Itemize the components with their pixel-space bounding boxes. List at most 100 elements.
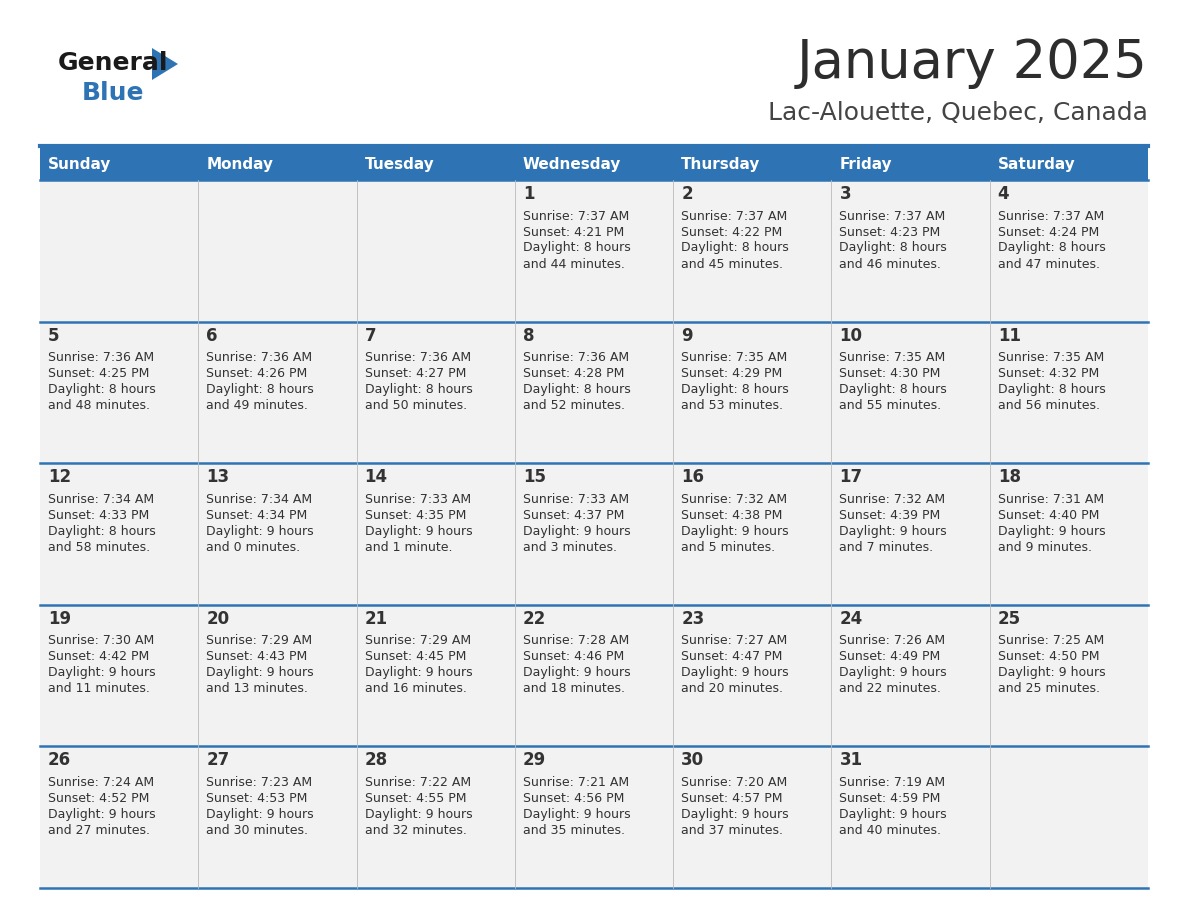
- Bar: [514, 605, 674, 746]
- Text: Daylight: 8 hours: Daylight: 8 hours: [523, 383, 631, 396]
- Text: Daylight: 8 hours: Daylight: 8 hours: [681, 241, 789, 254]
- Bar: [674, 746, 832, 888]
- Text: Sunset: 4:37 PM: Sunset: 4:37 PM: [523, 509, 624, 521]
- Bar: [514, 148, 674, 180]
- Text: Daylight: 9 hours: Daylight: 9 hours: [48, 666, 156, 679]
- Text: 8: 8: [523, 327, 535, 344]
- Bar: [674, 605, 832, 746]
- Bar: [356, 180, 514, 321]
- Text: Daylight: 9 hours: Daylight: 9 hours: [840, 525, 947, 538]
- Text: 23: 23: [681, 610, 704, 628]
- Bar: [198, 746, 356, 888]
- Text: Thursday: Thursday: [681, 156, 760, 172]
- Text: Sunset: 4:27 PM: Sunset: 4:27 PM: [365, 367, 466, 380]
- Text: January 2025: January 2025: [797, 37, 1148, 89]
- Text: and 18 minutes.: and 18 minutes.: [523, 682, 625, 695]
- Text: 1: 1: [523, 185, 535, 203]
- Text: Sunrise: 7:20 AM: Sunrise: 7:20 AM: [681, 776, 788, 789]
- Bar: [40, 746, 198, 888]
- Text: Daylight: 8 hours: Daylight: 8 hours: [840, 241, 947, 254]
- Text: 10: 10: [840, 327, 862, 344]
- Bar: [514, 321, 674, 464]
- Text: 25: 25: [998, 610, 1020, 628]
- Text: Sunrise: 7:23 AM: Sunrise: 7:23 AM: [207, 776, 312, 789]
- Text: Daylight: 8 hours: Daylight: 8 hours: [998, 383, 1106, 396]
- Text: Sunrise: 7:31 AM: Sunrise: 7:31 AM: [998, 493, 1104, 506]
- Text: Daylight: 9 hours: Daylight: 9 hours: [681, 525, 789, 538]
- Text: Sunrise: 7:22 AM: Sunrise: 7:22 AM: [365, 776, 470, 789]
- Text: Daylight: 9 hours: Daylight: 9 hours: [681, 666, 789, 679]
- Text: Sunset: 4:52 PM: Sunset: 4:52 PM: [48, 792, 150, 805]
- Text: and 40 minutes.: and 40 minutes.: [840, 823, 941, 837]
- Text: Daylight: 8 hours: Daylight: 8 hours: [48, 525, 156, 538]
- Text: and 0 minutes.: and 0 minutes.: [207, 541, 301, 554]
- Text: Daylight: 9 hours: Daylight: 9 hours: [523, 525, 631, 538]
- Bar: [198, 148, 356, 180]
- Text: Sunset: 4:56 PM: Sunset: 4:56 PM: [523, 792, 624, 805]
- Text: 31: 31: [840, 752, 862, 769]
- Text: Sunrise: 7:25 AM: Sunrise: 7:25 AM: [998, 634, 1104, 647]
- Text: Sunset: 4:40 PM: Sunset: 4:40 PM: [998, 509, 1099, 521]
- Text: Daylight: 9 hours: Daylight: 9 hours: [365, 666, 472, 679]
- Text: Daylight: 9 hours: Daylight: 9 hours: [840, 666, 947, 679]
- Text: 13: 13: [207, 468, 229, 487]
- Bar: [40, 321, 198, 464]
- Bar: [832, 464, 990, 605]
- Text: 18: 18: [998, 468, 1020, 487]
- Text: Sunrise: 7:29 AM: Sunrise: 7:29 AM: [365, 634, 470, 647]
- Text: 19: 19: [48, 610, 71, 628]
- Text: Daylight: 8 hours: Daylight: 8 hours: [840, 383, 947, 396]
- Text: Daylight: 9 hours: Daylight: 9 hours: [840, 808, 947, 821]
- Text: 30: 30: [681, 752, 704, 769]
- Text: Sunset: 4:24 PM: Sunset: 4:24 PM: [998, 226, 1099, 239]
- Text: Sunrise: 7:32 AM: Sunrise: 7:32 AM: [840, 493, 946, 506]
- Text: Sunset: 4:33 PM: Sunset: 4:33 PM: [48, 509, 150, 521]
- Text: Sunrise: 7:36 AM: Sunrise: 7:36 AM: [365, 351, 470, 364]
- Text: Daylight: 8 hours: Daylight: 8 hours: [365, 383, 473, 396]
- Bar: [40, 180, 198, 321]
- Bar: [990, 464, 1148, 605]
- Text: Tuesday: Tuesday: [365, 156, 435, 172]
- Text: Sunset: 4:35 PM: Sunset: 4:35 PM: [365, 509, 466, 521]
- Text: 5: 5: [48, 327, 59, 344]
- Text: and 47 minutes.: and 47 minutes.: [998, 258, 1100, 271]
- Text: 4: 4: [998, 185, 1010, 203]
- Text: and 32 minutes.: and 32 minutes.: [365, 823, 467, 837]
- Text: Daylight: 9 hours: Daylight: 9 hours: [998, 666, 1105, 679]
- Bar: [356, 746, 514, 888]
- Text: 27: 27: [207, 752, 229, 769]
- Text: and 45 minutes.: and 45 minutes.: [681, 258, 783, 271]
- Text: Daylight: 8 hours: Daylight: 8 hours: [523, 241, 631, 254]
- Bar: [198, 321, 356, 464]
- Text: 11: 11: [998, 327, 1020, 344]
- Text: and 20 minutes.: and 20 minutes.: [681, 682, 783, 695]
- Text: 2: 2: [681, 185, 693, 203]
- Text: and 58 minutes.: and 58 minutes.: [48, 541, 150, 554]
- Bar: [674, 321, 832, 464]
- Bar: [674, 180, 832, 321]
- Text: Monday: Monday: [207, 156, 273, 172]
- Bar: [832, 180, 990, 321]
- Text: Sunrise: 7:33 AM: Sunrise: 7:33 AM: [365, 493, 470, 506]
- Text: Sunset: 4:39 PM: Sunset: 4:39 PM: [840, 509, 941, 521]
- Text: Sunrise: 7:33 AM: Sunrise: 7:33 AM: [523, 493, 628, 506]
- Text: 16: 16: [681, 468, 704, 487]
- Text: Sunrise: 7:28 AM: Sunrise: 7:28 AM: [523, 634, 630, 647]
- Text: Sunset: 4:47 PM: Sunset: 4:47 PM: [681, 650, 783, 664]
- Text: Sunrise: 7:36 AM: Sunrise: 7:36 AM: [523, 351, 628, 364]
- Text: Sunrise: 7:34 AM: Sunrise: 7:34 AM: [48, 493, 154, 506]
- Text: General: General: [58, 51, 169, 75]
- Text: and 3 minutes.: and 3 minutes.: [523, 541, 617, 554]
- Text: 12: 12: [48, 468, 71, 487]
- Text: Daylight: 9 hours: Daylight: 9 hours: [523, 666, 631, 679]
- Bar: [832, 321, 990, 464]
- Text: 6: 6: [207, 327, 217, 344]
- Text: and 27 minutes.: and 27 minutes.: [48, 823, 150, 837]
- Text: Daylight: 9 hours: Daylight: 9 hours: [523, 808, 631, 821]
- Text: Sunset: 4:32 PM: Sunset: 4:32 PM: [998, 367, 1099, 380]
- Text: and 5 minutes.: and 5 minutes.: [681, 541, 776, 554]
- Text: and 7 minutes.: and 7 minutes.: [840, 541, 934, 554]
- Text: Daylight: 9 hours: Daylight: 9 hours: [207, 666, 314, 679]
- Text: and 50 minutes.: and 50 minutes.: [365, 399, 467, 412]
- Text: Sunrise: 7:37 AM: Sunrise: 7:37 AM: [998, 209, 1104, 222]
